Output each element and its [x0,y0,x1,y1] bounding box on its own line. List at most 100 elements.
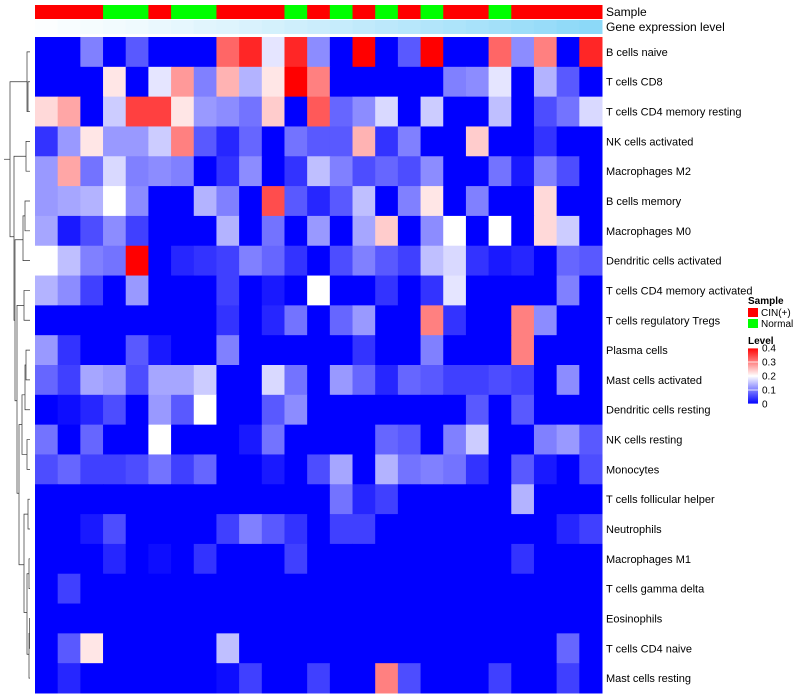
heatmap-cell [171,156,195,187]
expression-annotation-cell [533,20,558,34]
heatmap-cell [148,275,172,306]
heatmap-cell [80,394,104,426]
expression-annotation-cell [307,20,331,34]
heatmap-cell [57,514,81,545]
heatmap-cell [239,186,263,217]
heatmap-cell [103,37,127,68]
heatmap-cell [284,365,308,396]
heatmap-cell [352,275,376,306]
heatmap-cell [239,394,263,426]
heatmap-cell [443,394,467,426]
heatmap-cell [216,424,240,455]
heatmap-cell [329,663,354,694]
heatmap-cell [216,603,240,634]
heatmap-cell [375,275,399,306]
heatmap-cell [193,37,217,68]
heatmap-cell [103,424,127,455]
heatmap-cell [307,514,331,545]
heatmap-cell [556,37,580,68]
heatmap-cell [443,245,467,277]
heatmap-cell [239,573,263,605]
heatmap-cell [352,245,376,277]
heatmap-cell [329,633,354,664]
heatmap-cell [239,543,263,575]
heatmap-cell [533,454,558,485]
heatmap-cell [35,186,59,217]
heatmap-cell [80,603,104,634]
heatmap-cell [171,394,195,426]
heatmap-cell [375,454,399,485]
heatmap-cell [511,454,535,485]
sample-annotation-cell [329,5,354,19]
sample-legend: Sample CIN(+) Normal [748,296,793,330]
heatmap-cell [443,454,467,485]
heatmap-cell [80,543,104,575]
heatmap-cell [57,365,81,396]
heatmap-cell [307,156,331,187]
heatmap-cell [579,663,603,694]
heatmap-cell [57,66,81,98]
heatmap-cell [239,305,263,336]
heatmap-cell [125,394,149,426]
annotation-label-sample: Sample [606,5,647,19]
heatmap-cell [239,215,263,247]
expression-annotation-cell [35,20,59,34]
heatmap-cell [239,66,263,98]
heatmap-cell [57,275,81,306]
heatmap-cell [465,215,490,247]
heatmap-cell [307,96,331,127]
heatmap-cell [579,215,603,247]
heatmap-cell [488,454,512,485]
row-label: NK cells activated [606,136,693,148]
heatmap-cell [511,215,535,247]
heatmap-cell [375,543,399,575]
heatmap-cell [35,245,59,277]
heatmap-cell [397,335,422,366]
heatmap-cell [533,633,558,664]
heatmap-cell [465,37,490,68]
heatmap-cell [57,603,81,634]
heatmap-cell [193,633,217,664]
heatmap-cell [261,394,285,426]
heatmap-cell [307,633,331,664]
heatmap-cell [420,126,444,157]
heatmap-cell [284,543,308,575]
heatmap-cell [284,66,308,98]
heatmap-cell [420,305,444,336]
expression-annotation-cell [216,20,240,34]
heatmap-cell [261,424,285,455]
heatmap-cell [125,96,149,127]
heatmap-cell [465,394,490,426]
heatmap-cell [375,66,399,98]
heatmap-cell [193,335,217,366]
heatmap-cell [80,245,104,277]
heatmap-cell [171,543,195,575]
heatmap-cell [488,186,512,217]
heatmap-cell [352,454,376,485]
heatmap-cell [216,96,240,127]
sample-annotation-cell [579,5,603,19]
heatmap-cell [443,66,467,98]
heatmap-cell [103,275,127,306]
heatmap-cell [352,37,376,68]
heatmap-cell [556,365,580,396]
heatmap-cell [420,37,444,68]
heatmap-cell [443,663,467,694]
heatmap-cell [352,633,376,664]
heatmap-cell [488,484,512,515]
heatmap-cell [57,37,81,68]
heatmap-cell [329,394,354,426]
heatmap-cell [443,215,467,247]
heatmap-cell [533,305,558,336]
heatmap-cell [261,573,285,605]
heatmap-cell [307,215,331,247]
heatmap-cell [307,543,331,575]
heatmap-cell [420,573,444,605]
heatmap-cell [420,245,444,277]
heatmap-cell [193,66,217,98]
dendrogram-branch [13,155,26,321]
expression-annotation-cell [556,20,580,34]
expression-annotation-cell [465,20,490,34]
heatmap-cell [261,633,285,664]
level-tick-label: 0.1 [762,386,776,397]
